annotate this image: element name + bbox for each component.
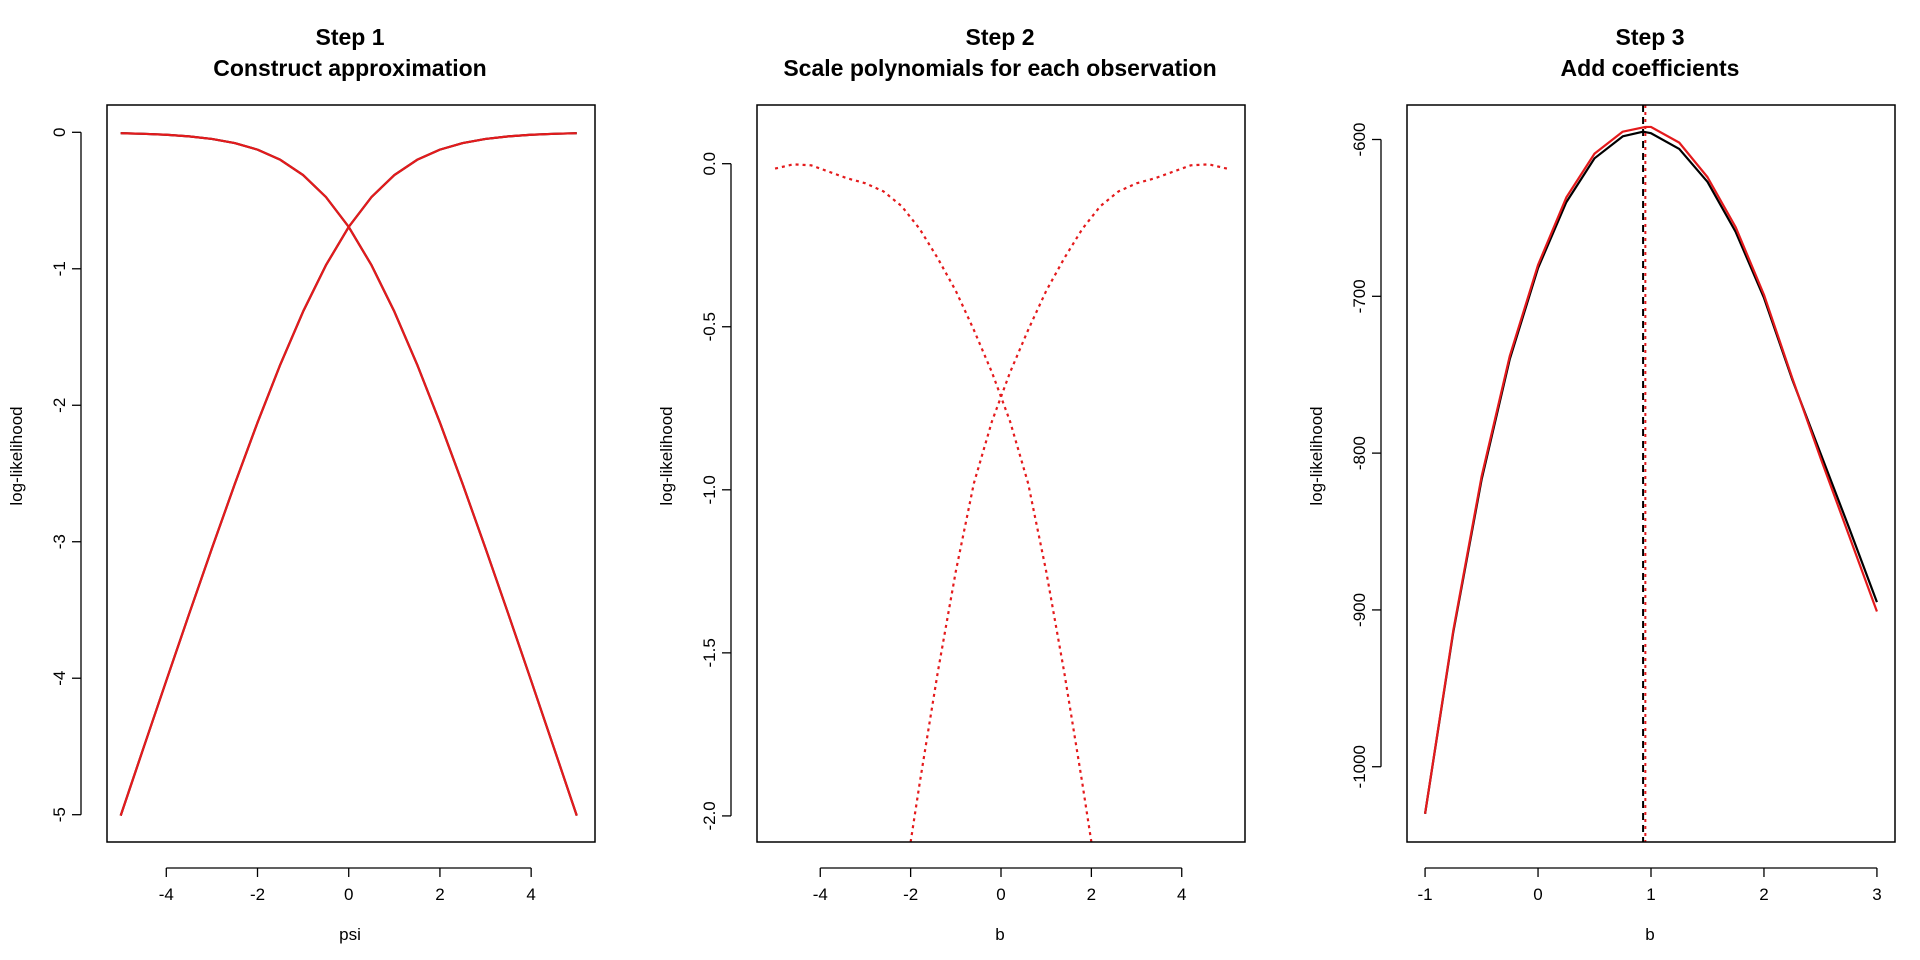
panel-3-plot: -1 0 1 2 3 -600 -700 -800 -900 -1000 — [1350, 104, 1896, 904]
panel-3-x-tick-label: 2 — [1759, 885, 1768, 904]
panel-1-title-line-1: Step 1 — [315, 24, 384, 50]
panel-3-title-line-2: Add coefficients — [1561, 55, 1740, 81]
panel-1-x-tick-label: 4 — [526, 885, 535, 904]
panel-2-y-tick-label: -0.5 — [700, 312, 719, 341]
panel-2-frame — [756, 104, 1246, 843]
panel-1-frame — [106, 104, 596, 843]
panel-1-series-line-3 — [120, 132, 578, 816]
panel-2-x-axis-label: b — [995, 925, 1004, 944]
panel-3-series-line-1 — [1423, 130, 1878, 814]
panel-1-y-tick-label: -1 — [50, 261, 69, 276]
panel-2-title-line-2: Scale polynomials for each observation — [783, 55, 1216, 81]
panel-1-x-tick-label: -2 — [250, 885, 265, 904]
panel-step-2: Step 2 Scale polynomials for each observ… — [657, 24, 1246, 944]
panel-1-series-line-2 — [119, 132, 577, 816]
panel-1-plot: -4 -2 0 2 4 0 -1 -2 -3 -4 -5 — [50, 104, 596, 904]
panel-1-x-tick-label: 2 — [435, 885, 444, 904]
panel-2-y-tick-label: -1.5 — [700, 638, 719, 667]
panel-1-x-tick-label: -4 — [159, 885, 174, 904]
panel-3-frame — [1406, 104, 1896, 843]
panel-3-y-tick-label: -900 — [1350, 593, 1369, 627]
panel-1-y-tick-label: -3 — [50, 534, 69, 549]
panel-3-series-line-2 — [1423, 125, 1878, 814]
panel-2-y-axis-label: log-likelihood — [657, 406, 676, 505]
panel-1-y-axis-label: log-likelihood — [7, 406, 26, 505]
panel-2-x-tick-label: 4 — [1177, 885, 1186, 904]
panel-1-series-line-4 — [119, 132, 577, 816]
panel-1-title-line-2: Construct approximation — [213, 55, 486, 81]
panel-2-x-tick-label: 0 — [996, 885, 1005, 904]
panel-3-y-axis-label: log-likelihood — [1307, 406, 1326, 505]
panel-2-x-tick-label: 2 — [1087, 885, 1096, 904]
panel-2-x-tick-label: -2 — [903, 885, 918, 904]
panel-2-x-tick-label: -4 — [813, 885, 828, 904]
panel-step-1: Step 1 Construct approximation psi log-l… — [7, 24, 596, 944]
panel-3-y-tick-label: -700 — [1350, 279, 1369, 313]
panel-2-y-tick-label: -1.0 — [700, 475, 719, 504]
panel-1-y-tick-label: -5 — [50, 807, 69, 822]
panel-3-x-tick-label: 1 — [1646, 885, 1655, 904]
panel-3-x-axis-label: b — [1645, 925, 1654, 944]
panel-2-plot: -4 -2 0 2 4 0.0 -0.5 -1.0 -1.5 -2.0 — [700, 104, 1246, 904]
panel-2-title-line-1: Step 2 — [965, 24, 1034, 50]
panel-3-x-tick-label: 3 — [1872, 885, 1881, 904]
panel-1-y-tick-label: 0 — [50, 128, 69, 137]
panel-step-3: Step 3 Add coefficients b log-likelihood… — [1307, 24, 1896, 944]
panel-2-y-tick-label: -2.0 — [700, 801, 719, 830]
panel-2-series-line-1 — [774, 163, 1093, 843]
panel-3-x-tick-label: 0 — [1533, 885, 1542, 904]
panel-1-x-tick-label: 0 — [344, 885, 353, 904]
panel-1-y-tick-label: -2 — [50, 398, 69, 413]
panel-3-title-line-1: Step 3 — [1615, 24, 1684, 50]
panel-1-x-axis-label: psi — [339, 925, 361, 944]
panel-2-series-line-2 — [909, 163, 1228, 843]
panel-3-x-tick-label: -1 — [1418, 885, 1433, 904]
panel-3-y-tick-label: -600 — [1350, 122, 1369, 156]
panel-3-y-tick-label: -800 — [1350, 436, 1369, 470]
panel-1-series-line-1 — [120, 132, 578, 816]
panel-2-y-tick-label: 0.0 — [700, 152, 719, 176]
panel-3-y-tick-label: -1000 — [1350, 745, 1369, 788]
panel-1-y-tick-label: -4 — [50, 671, 69, 686]
